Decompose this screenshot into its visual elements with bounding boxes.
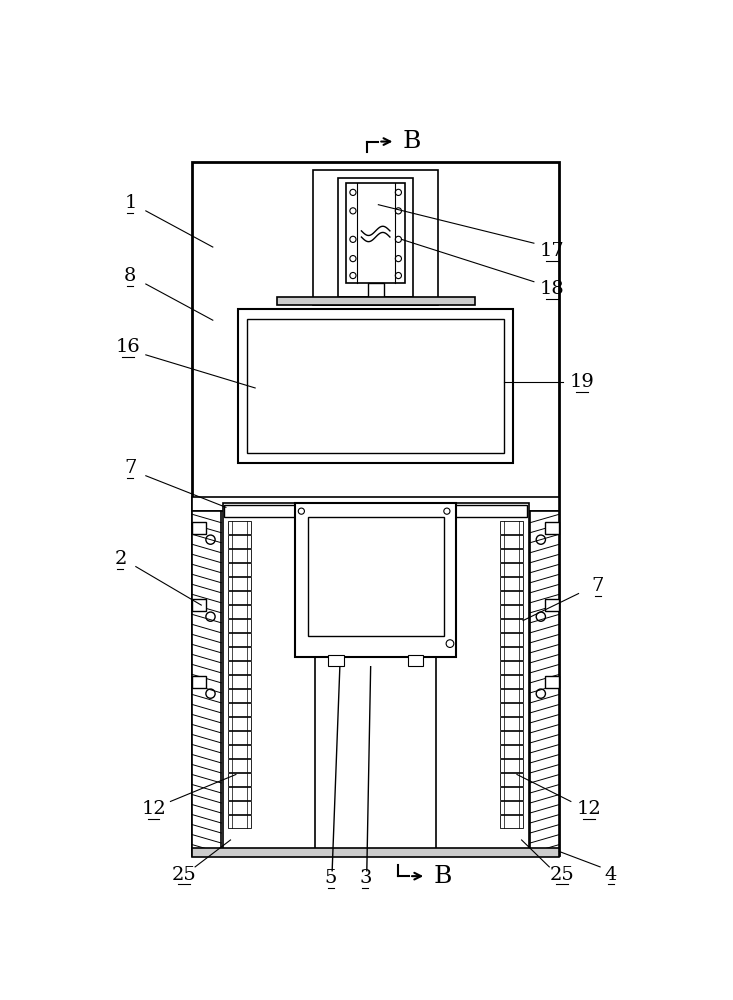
Bar — [500, 717, 523, 730]
Bar — [228, 661, 251, 674]
Bar — [500, 703, 523, 716]
Bar — [308, 517, 443, 636]
Bar — [500, 549, 523, 562]
Bar — [228, 731, 251, 744]
Bar — [545, 599, 559, 611]
Bar — [500, 731, 523, 744]
Bar — [339, 178, 413, 297]
Bar — [228, 647, 251, 660]
Bar — [238, 309, 513, 463]
Bar — [224, 505, 314, 517]
Text: 16: 16 — [116, 338, 141, 356]
Bar — [228, 759, 251, 772]
Bar — [500, 619, 523, 632]
Bar — [228, 703, 251, 716]
Text: 12: 12 — [141, 800, 166, 818]
Bar — [313, 170, 438, 305]
Bar — [500, 577, 523, 590]
Bar — [228, 717, 251, 730]
Bar — [500, 815, 523, 828]
Text: 17: 17 — [540, 242, 564, 260]
Bar — [228, 521, 251, 534]
Text: 18: 18 — [540, 280, 564, 298]
Bar — [500, 745, 523, 758]
Bar — [530, 511, 559, 850]
Bar — [545, 676, 559, 688]
Bar — [228, 675, 251, 688]
Bar — [228, 787, 251, 800]
Bar — [192, 162, 559, 855]
Bar — [192, 511, 221, 850]
Bar — [367, 283, 384, 297]
Text: 12: 12 — [577, 800, 602, 818]
Bar — [228, 619, 251, 632]
Bar — [500, 521, 523, 534]
Text: 5: 5 — [325, 869, 336, 887]
Text: B: B — [403, 130, 421, 153]
Bar — [328, 655, 344, 666]
Bar — [500, 773, 523, 786]
Bar — [223, 503, 315, 850]
Text: 3: 3 — [359, 869, 372, 887]
Bar — [248, 319, 504, 453]
Bar — [228, 815, 251, 828]
Bar — [228, 591, 251, 604]
Text: 7: 7 — [592, 577, 604, 595]
Bar — [438, 505, 527, 517]
Bar — [500, 759, 523, 772]
Bar — [500, 661, 523, 674]
Bar — [228, 577, 251, 590]
Text: 8: 8 — [124, 267, 136, 285]
Text: 2: 2 — [114, 550, 127, 568]
Bar — [228, 549, 251, 562]
Bar — [500, 801, 523, 814]
Bar — [295, 503, 456, 657]
Bar — [228, 563, 251, 576]
Bar — [500, 675, 523, 688]
Bar — [500, 787, 523, 800]
Bar — [192, 676, 206, 688]
Bar — [500, 591, 523, 604]
Text: 1: 1 — [124, 194, 136, 212]
Text: 25: 25 — [172, 866, 196, 884]
Bar — [500, 535, 523, 548]
Bar — [545, 522, 559, 534]
Bar — [436, 503, 528, 850]
Bar — [346, 183, 405, 283]
Bar — [228, 633, 251, 646]
Bar — [228, 801, 251, 814]
Text: 4: 4 — [605, 866, 617, 884]
Bar — [277, 297, 474, 305]
Text: B: B — [434, 865, 452, 888]
Bar — [500, 633, 523, 646]
Text: 25: 25 — [549, 866, 574, 884]
Bar — [228, 535, 251, 548]
Bar — [500, 647, 523, 660]
Bar — [408, 655, 423, 666]
Text: 7: 7 — [124, 459, 136, 477]
Bar — [228, 689, 251, 702]
Bar — [192, 497, 559, 511]
Bar — [192, 848, 559, 857]
Bar — [500, 689, 523, 702]
Text: 19: 19 — [570, 373, 595, 391]
Bar — [228, 773, 251, 786]
Bar — [500, 563, 523, 576]
Bar — [228, 605, 251, 618]
Bar — [228, 745, 251, 758]
Bar — [500, 605, 523, 618]
Bar — [192, 522, 206, 534]
Bar — [192, 599, 206, 611]
